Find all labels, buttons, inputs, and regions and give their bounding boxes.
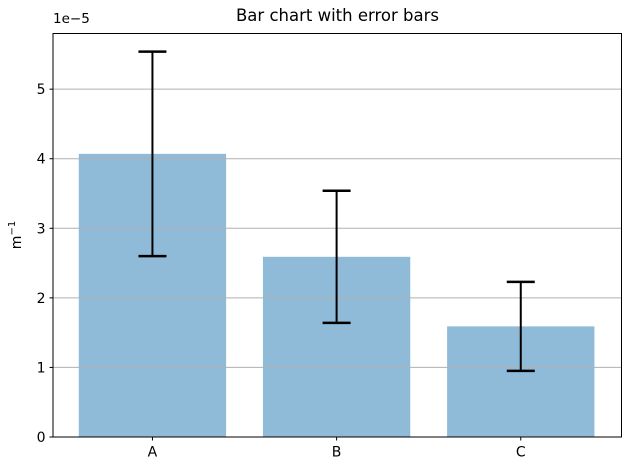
- y-tick-label-4: 4: [37, 152, 46, 168]
- y-tick-label-3: 3: [37, 221, 46, 237]
- axes-spines: [52, 33, 622, 438]
- y-tick-label-1: 1: [37, 360, 46, 376]
- x-tick-label-C: C: [516, 445, 526, 461]
- y-tick-label-0: 0: [37, 430, 46, 446]
- y-axis-offset-text: 1e−5: [53, 11, 90, 27]
- y-tick-label-2: 2: [37, 291, 46, 307]
- chart-title: Bar chart with error bars: [235, 6, 439, 25]
- x-tick-label-B: B: [332, 445, 342, 461]
- y-tick-label-5: 5: [37, 82, 46, 98]
- x-tick-label-A: A: [148, 445, 158, 461]
